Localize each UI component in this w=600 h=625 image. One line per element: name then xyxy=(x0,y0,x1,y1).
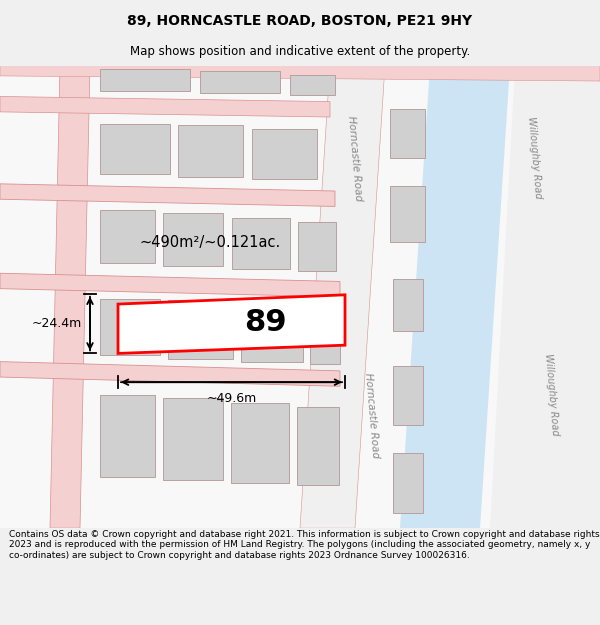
Bar xyxy=(163,213,223,266)
Text: ~490m²/~0.121ac.: ~490m²/~0.121ac. xyxy=(139,235,281,250)
Bar xyxy=(100,394,155,477)
Text: ~24.4m: ~24.4m xyxy=(32,317,82,330)
Polygon shape xyxy=(0,273,340,297)
Bar xyxy=(390,109,425,158)
Polygon shape xyxy=(118,295,345,353)
Polygon shape xyxy=(300,66,385,528)
Bar xyxy=(297,407,339,485)
Polygon shape xyxy=(400,66,510,528)
Polygon shape xyxy=(0,66,600,81)
Bar xyxy=(310,308,340,364)
Polygon shape xyxy=(50,66,90,528)
Polygon shape xyxy=(0,362,340,386)
Bar xyxy=(252,129,317,179)
Polygon shape xyxy=(0,184,335,206)
Bar xyxy=(393,366,423,426)
Bar xyxy=(393,279,423,331)
Text: Willoughby Road: Willoughby Road xyxy=(526,117,544,199)
Bar xyxy=(168,300,233,359)
Text: Contains OS data © Crown copyright and database right 2021. This information is : Contains OS data © Crown copyright and d… xyxy=(9,530,599,560)
Bar xyxy=(100,69,190,91)
Bar xyxy=(100,209,155,263)
Bar xyxy=(100,299,160,356)
Text: Willoughby Road: Willoughby Road xyxy=(544,353,560,436)
Text: ~49.6m: ~49.6m xyxy=(206,392,257,406)
Text: Map shows position and indicative extent of the property.: Map shows position and indicative extent… xyxy=(130,44,470,58)
Text: Horncastle Road: Horncastle Road xyxy=(363,372,381,458)
Bar xyxy=(178,125,243,177)
Text: Horncastle Road: Horncastle Road xyxy=(346,115,364,201)
Bar xyxy=(232,217,290,269)
Text: 89: 89 xyxy=(244,308,286,337)
Polygon shape xyxy=(0,96,330,117)
Bar xyxy=(390,186,425,242)
Bar xyxy=(290,75,335,96)
Bar xyxy=(163,398,223,480)
Bar xyxy=(100,124,170,174)
Polygon shape xyxy=(490,66,600,528)
Text: 89, HORNCASTLE ROAD, BOSTON, PE21 9HY: 89, HORNCASTLE ROAD, BOSTON, PE21 9HY xyxy=(127,14,473,28)
Bar xyxy=(231,402,289,483)
Bar xyxy=(393,453,423,512)
Bar xyxy=(241,304,303,362)
Bar xyxy=(200,71,280,93)
Bar xyxy=(298,222,336,271)
